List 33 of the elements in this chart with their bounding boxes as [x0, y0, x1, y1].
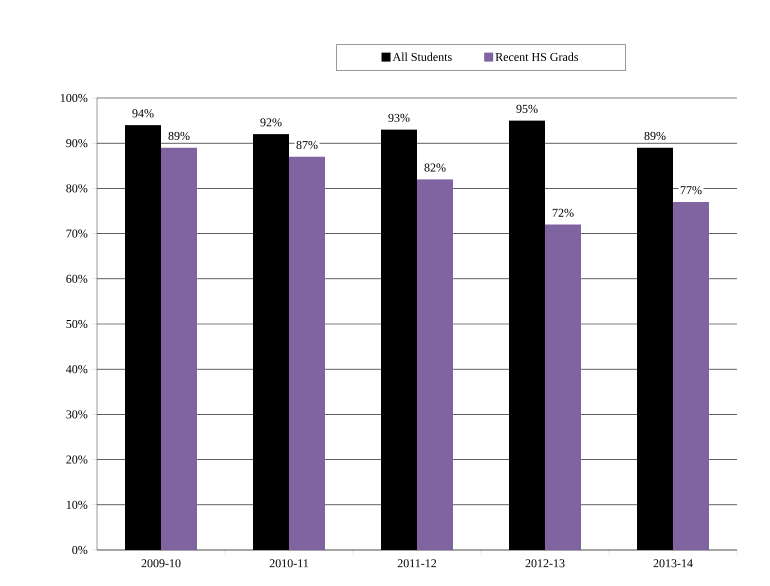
data-label: 77%	[680, 186, 702, 194]
x-tick-label: 2011-12	[398, 559, 436, 568]
data-label: 94%	[132, 109, 154, 118]
data-label: 72%	[552, 208, 574, 217]
data-label: 82%	[424, 164, 446, 172]
y-tick-label: 70%	[66, 230, 88, 238]
bar	[673, 202, 710, 550]
y-tick-label: 100%	[60, 94, 88, 102]
data-label: 93%	[388, 114, 410, 122]
data-label: 89%	[644, 132, 666, 140]
x-tick-label: 2009-10	[142, 559, 181, 568]
bar	[545, 224, 582, 550]
data-label: 89%	[168, 132, 190, 140]
y-tick-label: 0%	[72, 546, 88, 554]
data-label: 95%	[516, 104, 538, 113]
y-tick-label: 50%	[66, 320, 88, 328]
y-tick-label: 10%	[66, 500, 88, 509]
bar	[289, 156, 325, 550]
y-tick-label: 40%	[66, 365, 88, 374]
data-label: 87%	[296, 140, 318, 150]
y-tick-label: 20%	[66, 456, 88, 464]
x-tick-label: 2010-11	[270, 559, 308, 568]
x-tick-label: 2013-14	[654, 559, 693, 568]
legend-label: All Students	[392, 52, 452, 62]
y-tick-label: 90%	[66, 139, 88, 148]
y-tick-label: 60%	[66, 274, 88, 283]
data-label: 92%	[260, 118, 282, 126]
y-tick-label: 80%	[66, 184, 88, 192]
bar	[417, 179, 454, 550]
legend-label: Recent HS Grads	[496, 52, 578, 62]
y-tick-label: 30%	[66, 410, 88, 418]
bar	[161, 148, 197, 550]
x-tick-label: 2012-13	[526, 559, 565, 568]
